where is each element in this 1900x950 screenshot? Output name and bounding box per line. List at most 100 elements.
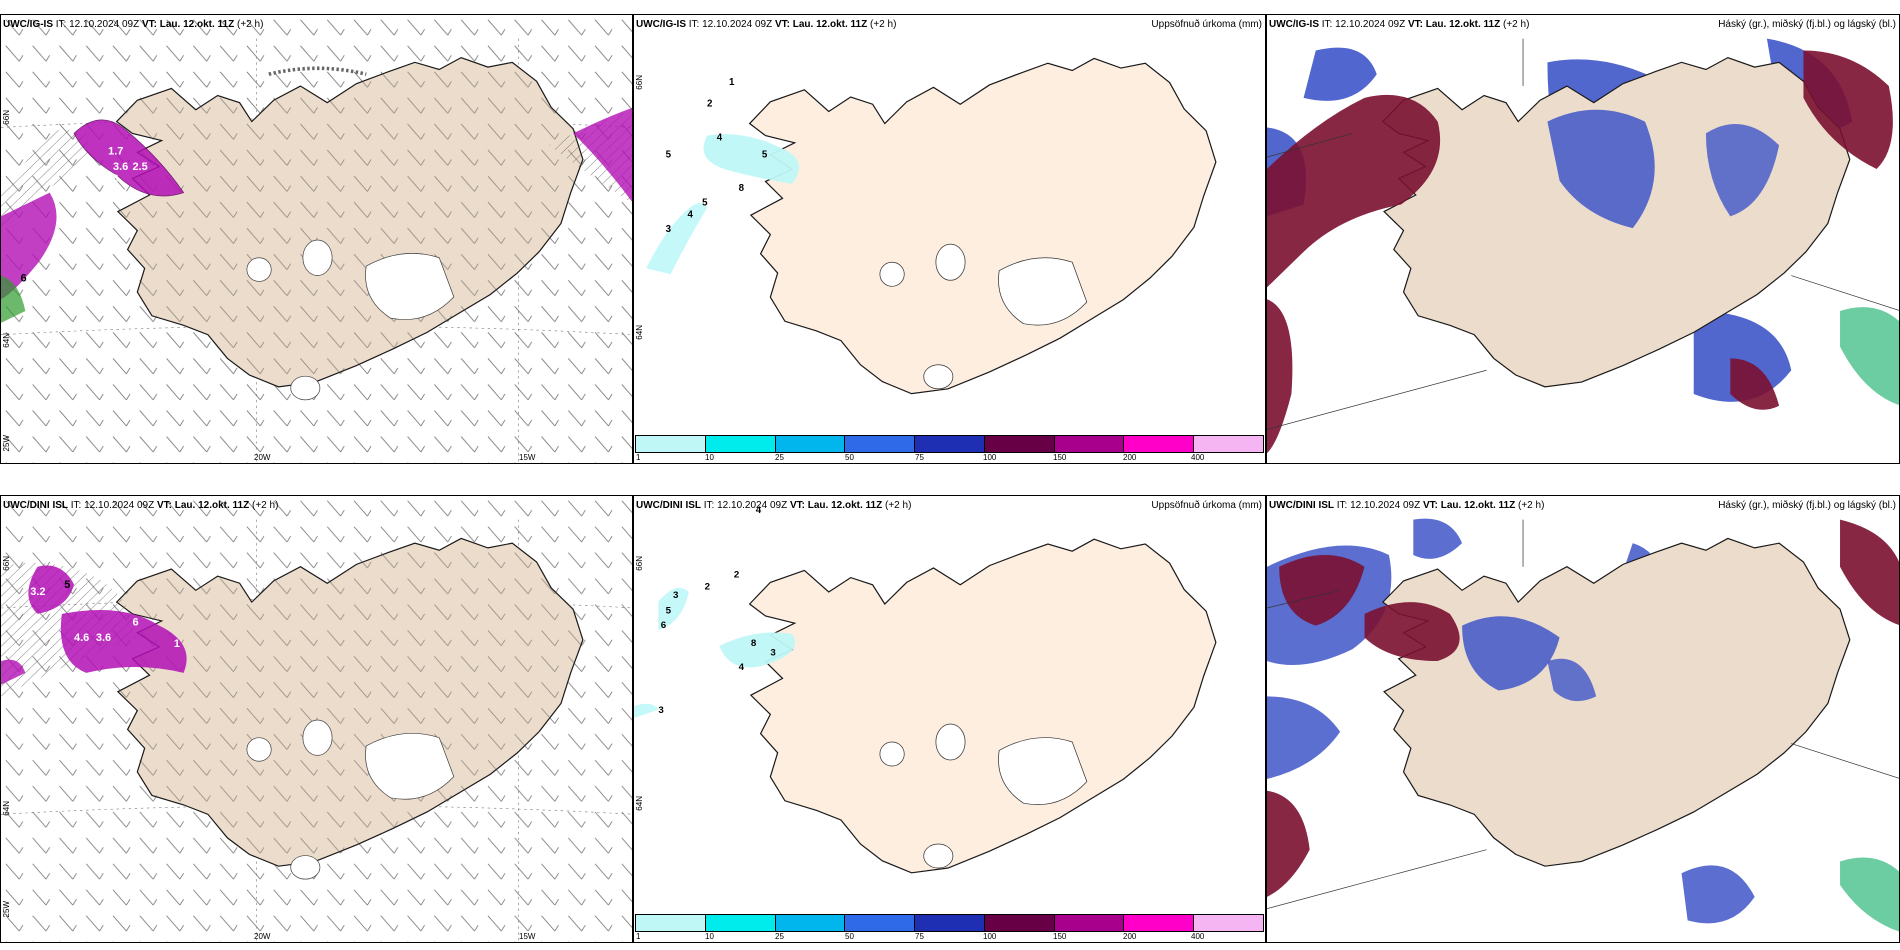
colorbar-tick: 100 [983, 932, 997, 941]
colorbar-tick: 400 [1191, 932, 1205, 941]
cloud-map-panel-bottom: UWC/DINI ISL IT: 12.10.2024 09Z VT: Lau.… [1266, 495, 1900, 943]
svg-text:6: 6 [132, 617, 138, 629]
colorbar-segment [984, 915, 1055, 931]
lat-label: 66N [2, 556, 11, 571]
lat-label: 25W [2, 435, 11, 452]
svg-text:5: 5 [666, 149, 672, 160]
svg-text:1.7: 1.7 [108, 146, 123, 158]
precip-map-panel-top: UWC/IG-IS IT: 12.10.2024 09Z VT: Lau. 12… [633, 14, 1266, 464]
cloud-map [1267, 518, 1899, 932]
svg-text:1: 1 [729, 77, 735, 88]
colorbar-tick: 25 [775, 932, 784, 941]
colorbar-segment [705, 436, 776, 452]
lon-label: 15W [519, 932, 536, 941]
colorbar-ticks: 1 10 25 50 75 100 150 200 400 [635, 932, 1264, 942]
panel-header: UWC/IG-IS IT: 12.10.2024 09Z VT: Lau. 12… [3, 19, 264, 30]
lon-label: 20W [254, 453, 271, 462]
colorbar-tick: 150 [1053, 453, 1067, 462]
colorbar-segment [915, 915, 985, 931]
lat-label: 66N [2, 110, 11, 125]
svg-text:8: 8 [751, 638, 757, 649]
colorbar-tick: 200 [1123, 932, 1137, 941]
svg-text:4.6: 4.6 [74, 632, 89, 644]
colorbar-segment [1054, 436, 1125, 452]
colorbar-ticks: 1 10 25 50 75 100 150 200 400 [635, 453, 1264, 463]
svg-text:4: 4 [688, 210, 694, 221]
precip-title: Uppsöfnuð úrkoma (mm) [1151, 19, 1262, 30]
svg-text:5: 5 [64, 579, 70, 591]
colorbar-segment [984, 436, 1055, 452]
svg-text:4.6: 4.6 [103, 173, 118, 185]
svg-text:1: 1 [174, 638, 180, 650]
cloud-title: Háský (gr.), miðský (fj.bl.) og lágský (… [1718, 19, 1896, 30]
colorbar-tick: 100 [983, 453, 997, 462]
colorbar-tick: 1 [636, 932, 641, 941]
colorbar-tick: 50 [845, 932, 854, 941]
svg-text:2.5: 2.5 [132, 161, 147, 173]
lon-label: 15W [519, 453, 536, 462]
svg-text:5: 5 [762, 149, 768, 160]
colorbar-segment [1054, 915, 1125, 931]
lat-label: 64N [2, 801, 11, 816]
wind-map-panel-top: UWC/IG-IS IT: 12.10.2024 09Z VT: Lau. 12… [0, 14, 633, 464]
colorbar-segment [915, 436, 985, 452]
svg-text:2: 2 [734, 570, 739, 581]
colorbar-tick: 400 [1191, 453, 1205, 462]
lon-label: 20W [254, 932, 271, 941]
cloud-map-panel-top: UWC/IG-IS IT: 12.10.2024 09Z VT: Lau. 12… [1266, 14, 1900, 464]
panel-header: UWC/IG-IS IT: 12.10.2024 09Z VT: Lau. 12… [1269, 19, 1530, 30]
svg-text:4: 4 [739, 662, 745, 673]
colorbar-tick: 1 [636, 453, 641, 462]
svg-text:2: 2 [707, 99, 712, 110]
svg-text:3: 3 [658, 705, 664, 716]
svg-text:5: 5 [702, 198, 708, 209]
colorbar-segment [636, 436, 706, 452]
lat-label: 66N [635, 75, 644, 90]
colorbar-segment [775, 436, 846, 452]
panel-header: UWC/DINI ISL IT: 12.10.2024 09Z VT: Lau.… [636, 500, 912, 511]
svg-text:3.6: 3.6 [96, 632, 111, 644]
svg-text:4: 4 [717, 132, 723, 143]
colorbar-segment [636, 915, 706, 931]
precip-map: 1 2 4 5 5 8 4 3 5 [646, 57, 1217, 395]
wind-map: 1.7 3.6 2.5 4.6 3.1 6 [1, 15, 632, 463]
colorbar-segment [1194, 436, 1264, 452]
panel-header: UWC/IG-IS IT: 12.10.2024 09Z VT: Lau. 12… [636, 19, 897, 30]
svg-text:3.6: 3.6 [113, 161, 128, 173]
colorbar-segment [705, 915, 776, 931]
svg-text:5: 5 [666, 606, 672, 617]
colorbar-segment [845, 915, 916, 931]
svg-text:6: 6 [661, 620, 667, 631]
colorbar-tick: 200 [1123, 453, 1137, 462]
cloud-map [1267, 38, 1899, 454]
colorbar-tick: 25 [775, 453, 784, 462]
wind-map: 3.2 5 4.6 3.6 6 1 [1, 496, 632, 942]
wind-map-panel-bottom: UWC/DINI ISL IT: 12.10.2024 09Z VT: Lau.… [0, 495, 633, 943]
colorbar-tick: 50 [845, 453, 854, 462]
colorbar-segment [775, 915, 846, 931]
lat-label: 64N [635, 325, 644, 340]
colorbar-tick: 10 [705, 932, 714, 941]
precip-colorbar [635, 435, 1264, 453]
colorbar-tick: 75 [915, 453, 924, 462]
lat-label: 66N [635, 556, 644, 571]
svg-text:2: 2 [705, 582, 710, 593]
lat-label: 64N [635, 796, 644, 811]
colorbar-segment [1194, 915, 1264, 931]
svg-text:6: 6 [20, 273, 26, 285]
svg-text:3: 3 [666, 224, 672, 235]
svg-text:8: 8 [739, 183, 745, 194]
precip-map-panel-bottom: UWC/DINI ISL IT: 12.10.2024 09Z VT: Lau.… [633, 495, 1266, 943]
colorbar-segment [1124, 915, 1195, 931]
precip-map: 4 2 2 3 5 6 8 3 4 3 [634, 505, 1217, 874]
colorbar-segment [845, 436, 916, 452]
panel-header: UWC/DINI ISL IT: 12.10.2024 09Z VT: Lau.… [3, 500, 279, 511]
svg-text:3.1: 3.1 [113, 184, 128, 196]
colorbar-tick: 10 [705, 453, 714, 462]
svg-text:4: 4 [756, 505, 762, 516]
colorbar-tick: 75 [915, 932, 924, 941]
precip-title: Uppsöfnuð úrkoma (mm) [1151, 500, 1262, 511]
precip-colorbar [635, 914, 1264, 932]
svg-text:3: 3 [673, 590, 679, 601]
svg-text:3.2: 3.2 [30, 586, 45, 598]
